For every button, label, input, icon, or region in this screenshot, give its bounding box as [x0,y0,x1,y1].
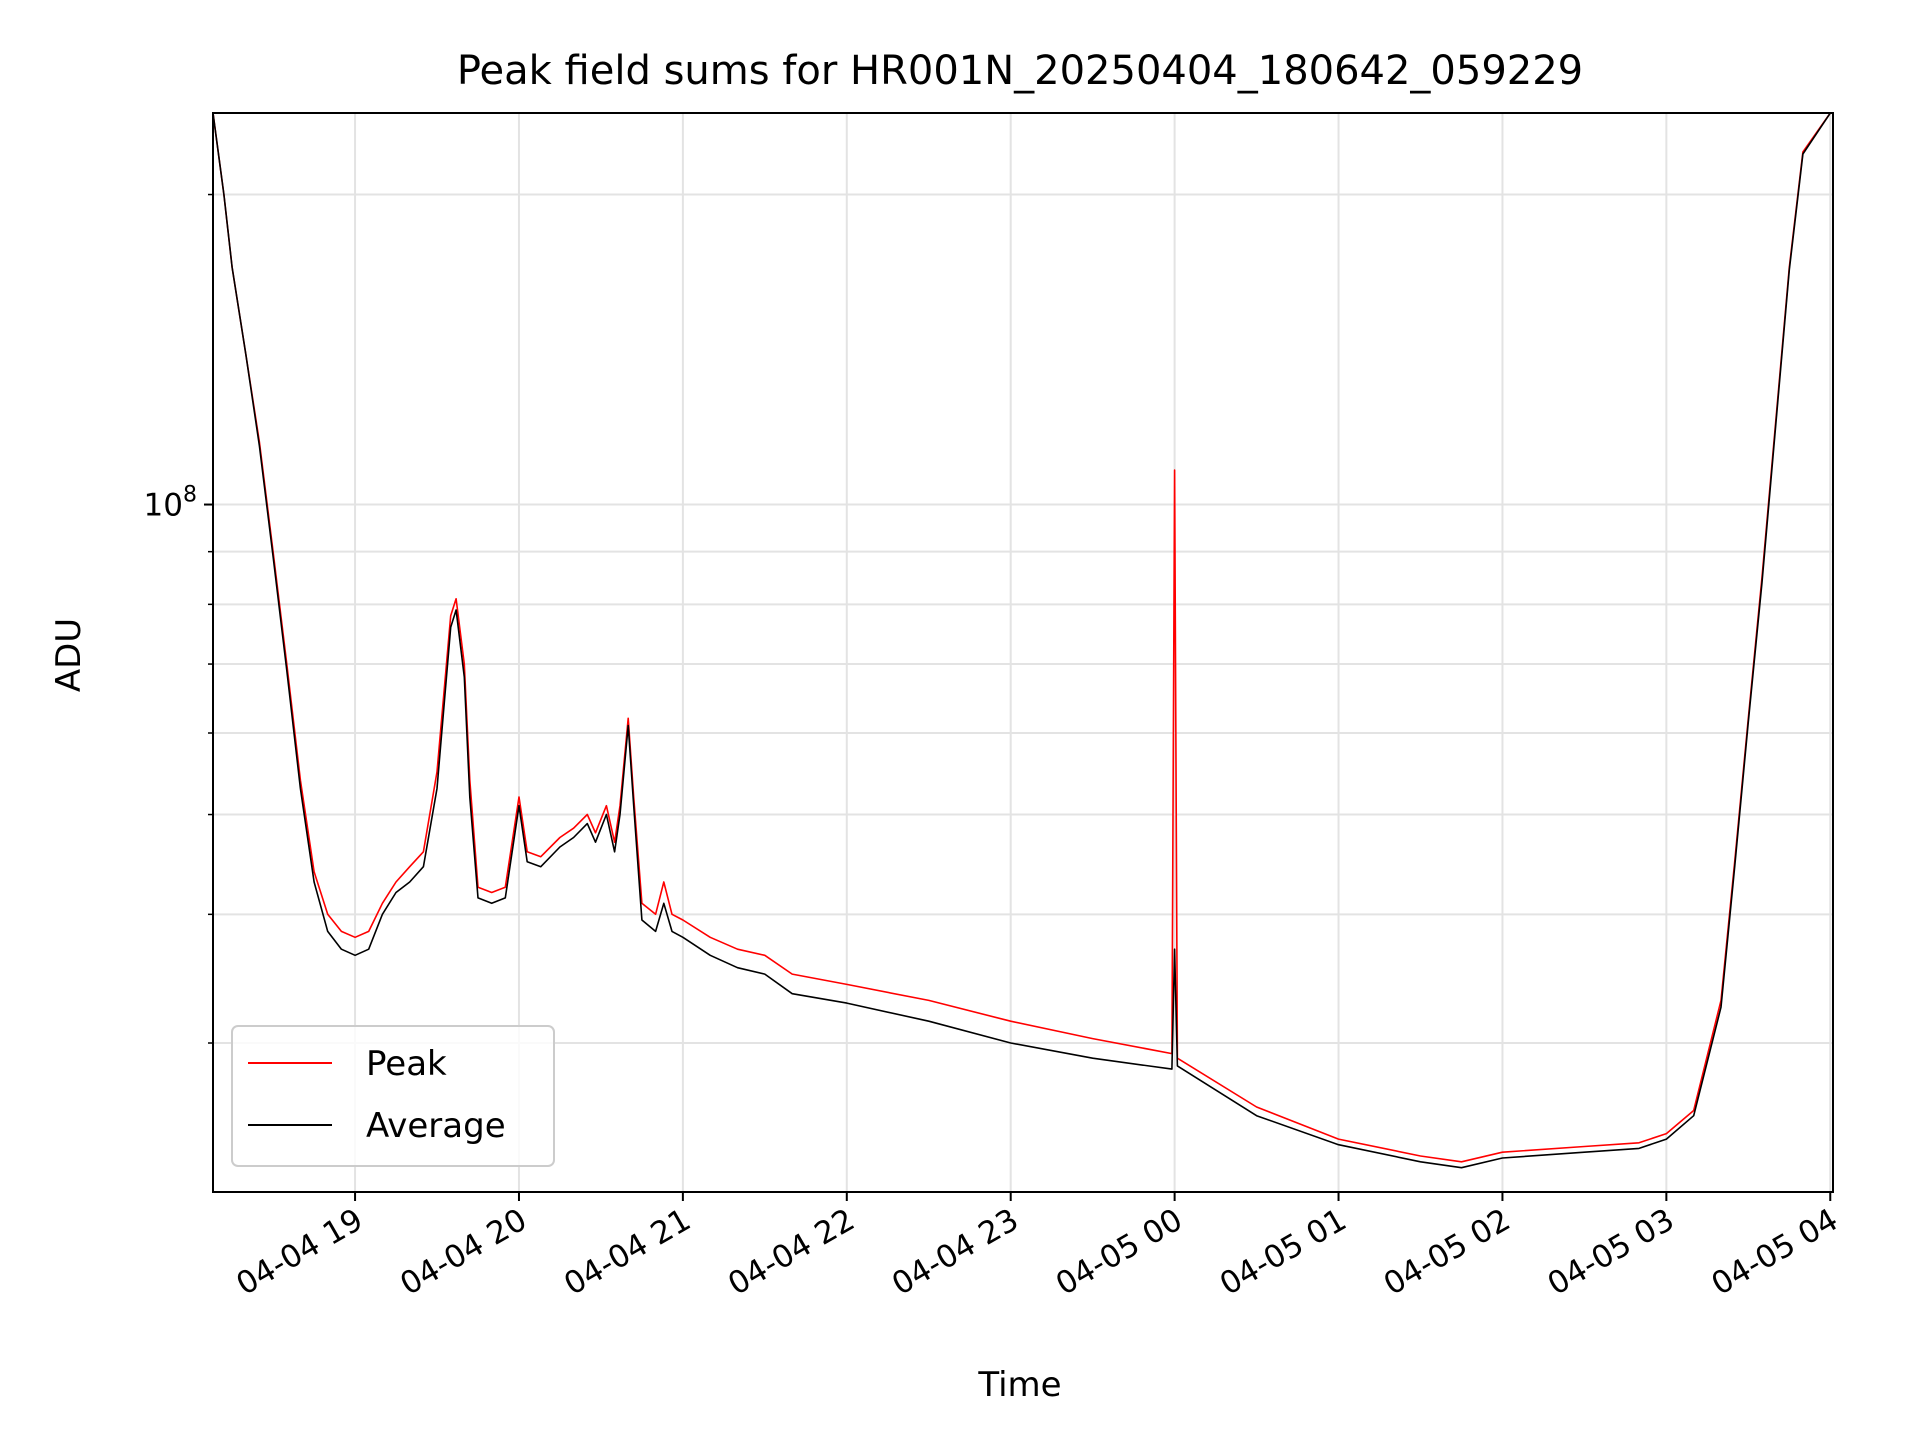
y-axis-label: ADU [49,618,89,692]
legend: Peak Average [231,1025,555,1167]
series-line-average [213,113,1831,1169]
y-tick-label: 108 [144,483,197,524]
legend-label-average: Average [366,1106,506,1146]
legend-box [231,1025,555,1167]
grid-lines [213,113,1833,1192]
plot-area-frame [212,112,1834,1193]
chart-title: Peak field sums for HR001N_20250404_1806… [457,48,1583,94]
series-lines [213,113,1831,1169]
x-axis-label: Time [977,1365,1061,1405]
legend-label-peak: Peak [366,1044,447,1084]
